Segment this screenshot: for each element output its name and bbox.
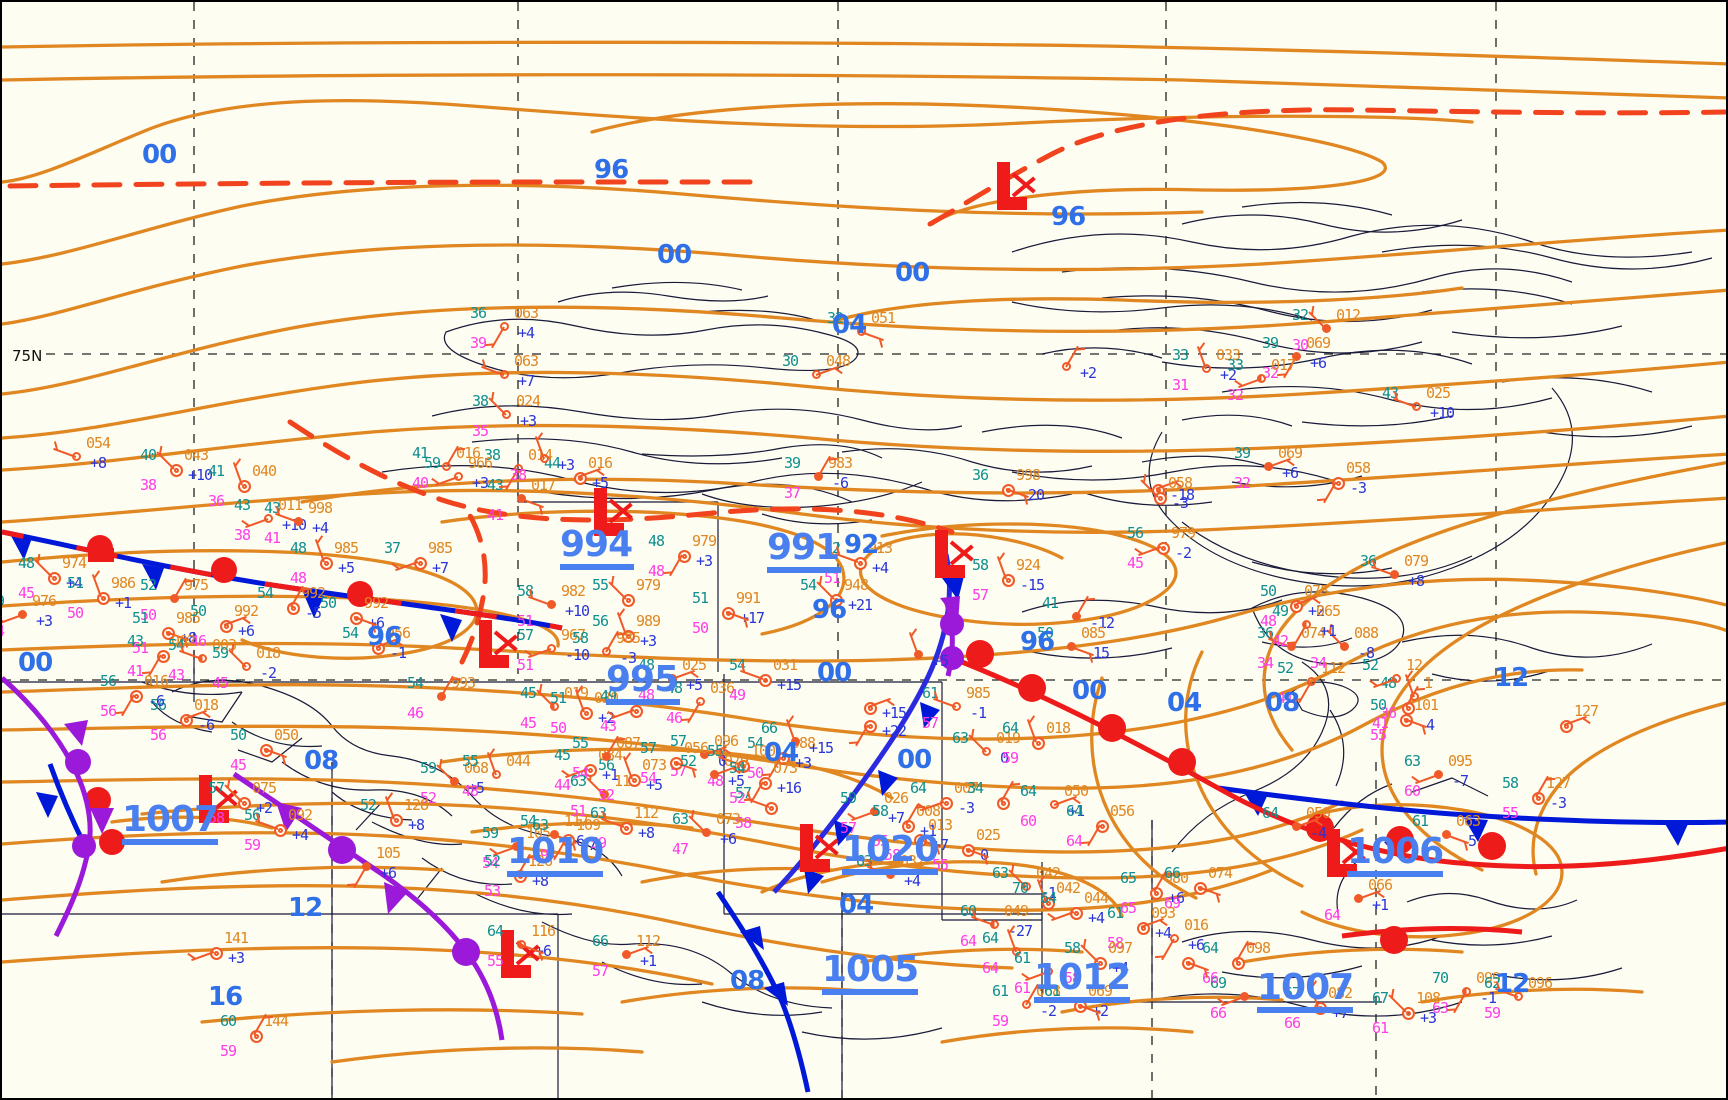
latitude-label-75n: 75N [12, 347, 43, 365]
isobars [2, 40, 1726, 1064]
coastlines [2, 201, 1713, 1098]
occluded-fronts [2, 596, 964, 1041]
